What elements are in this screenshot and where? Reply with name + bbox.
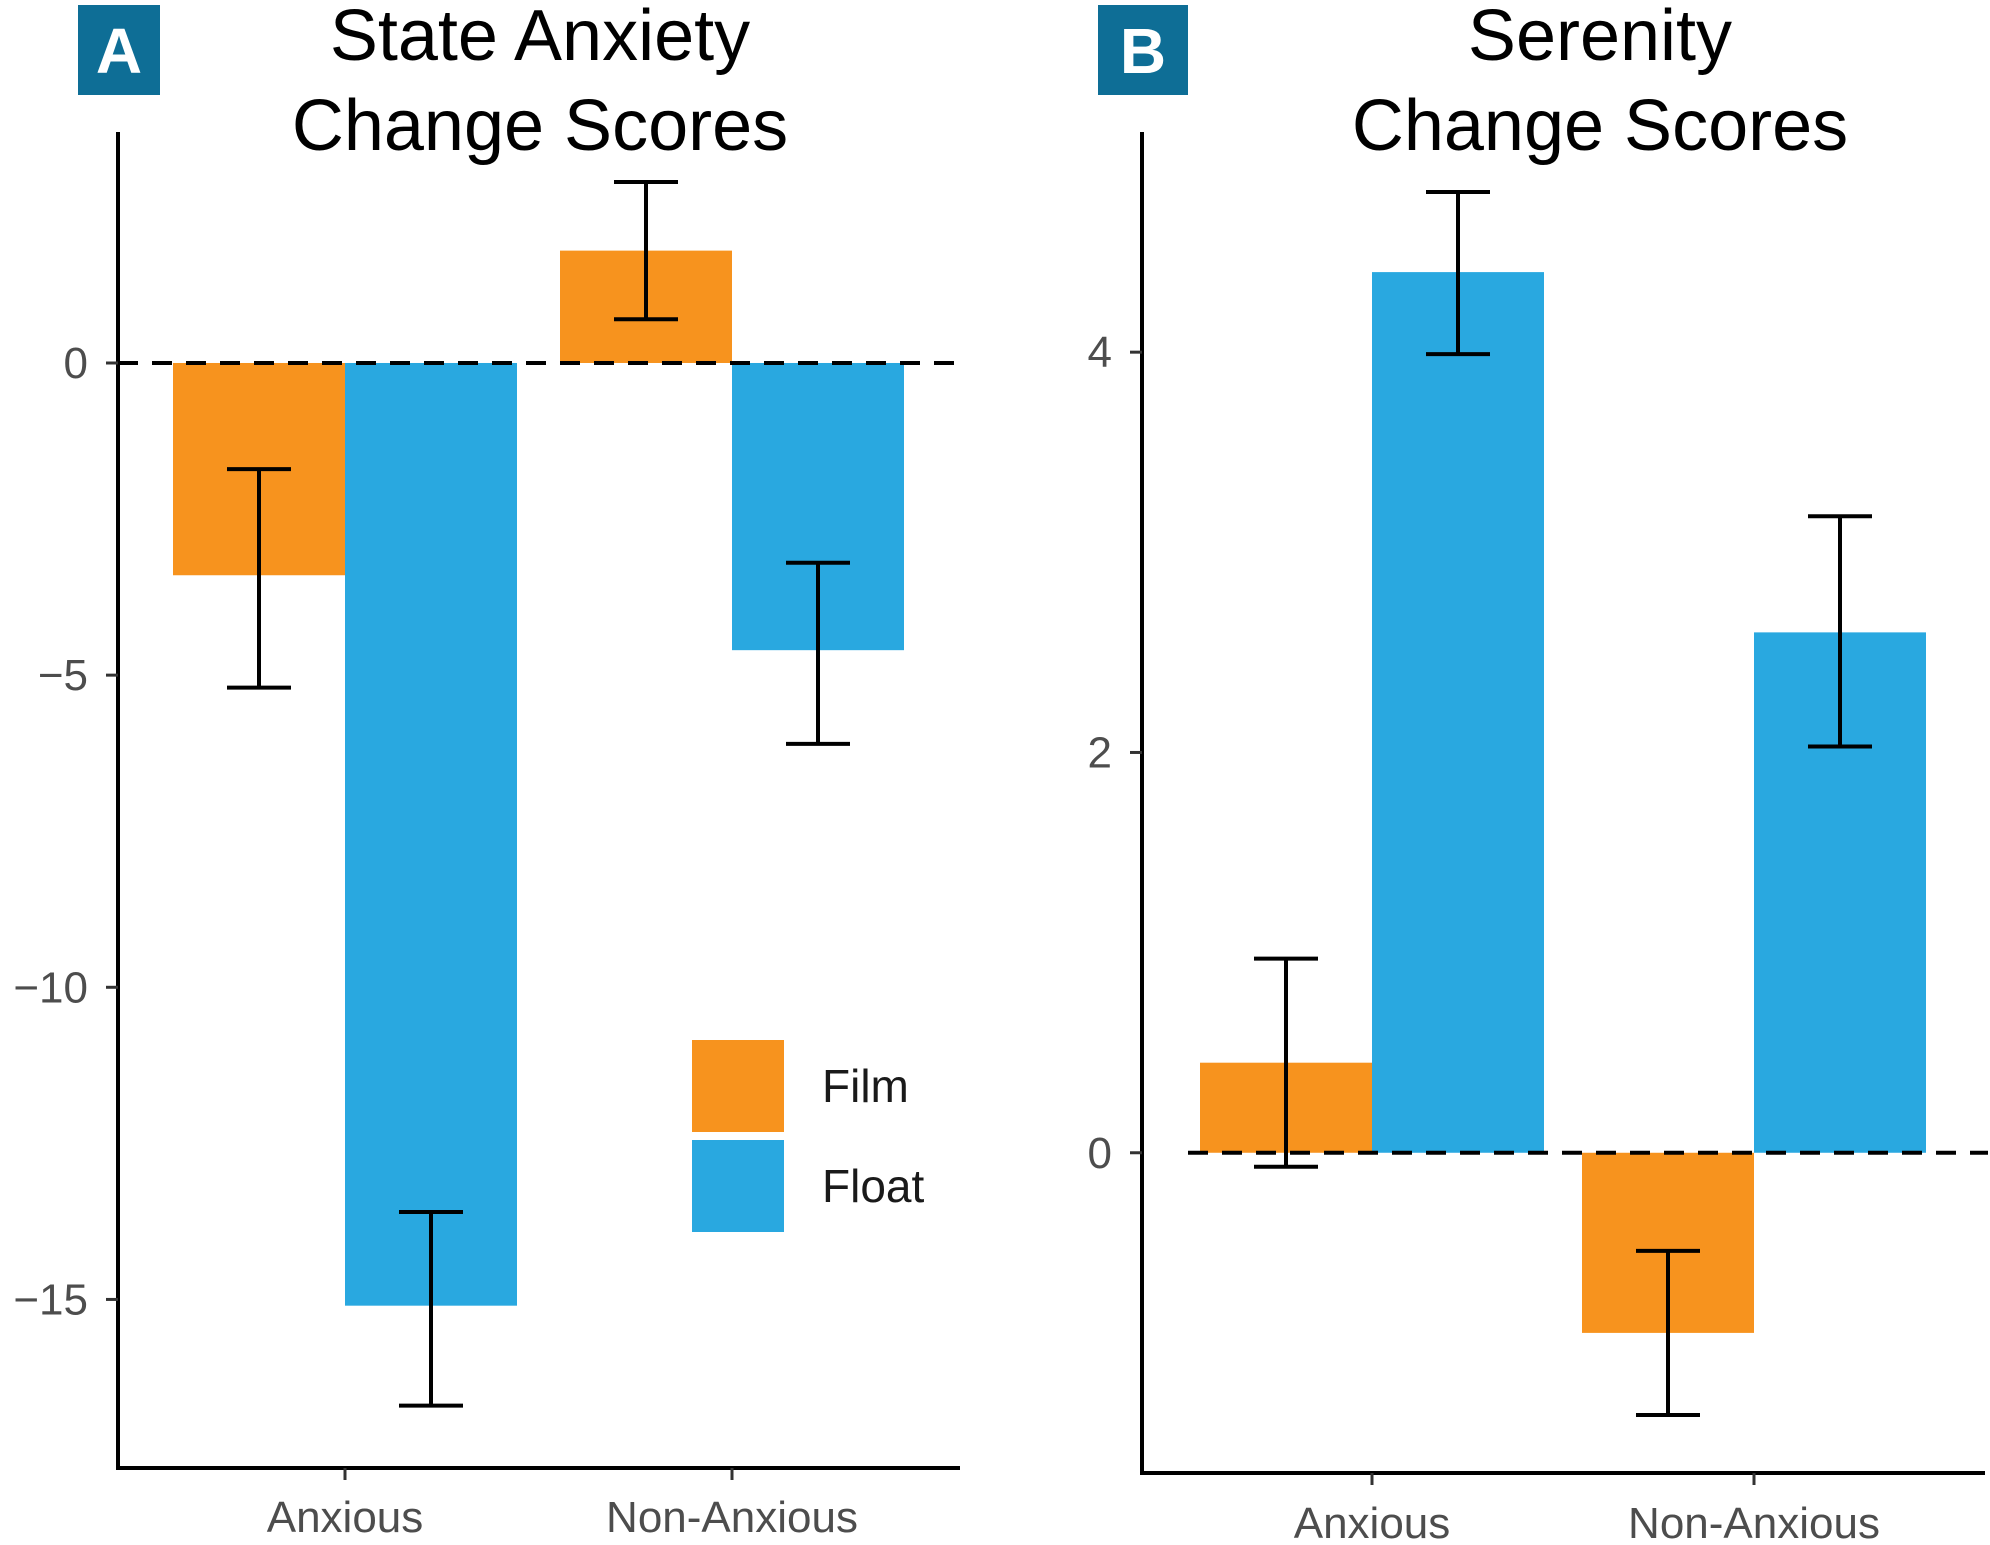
- error-bar-float-non-anxious: [786, 560, 850, 746]
- bar-float-anxious: [345, 362, 517, 1306]
- legend: Film Float: [692, 1040, 924, 1232]
- panel-a: 0 −5 −10 −15 Anxious Non-Anxious State Anxiety…: [13, 0, 960, 1542]
- legend-swatch-float: [692, 1140, 784, 1232]
- chart-title: Serenity: [1468, 0, 1732, 76]
- panel-badge: A: [78, 5, 160, 95]
- chart-title: State Anxiety: [330, 0, 750, 76]
- y-tick-label: −5: [38, 651, 88, 700]
- x-tick-label: Non-Anxious: [1628, 1499, 1880, 1545]
- y-tick-label: 0: [1088, 1129, 1112, 1178]
- legend-label-film: Film: [822, 1060, 909, 1112]
- y-tick-label: −15: [13, 1275, 88, 1324]
- legend-label-float: Float: [822, 1160, 924, 1212]
- error-bar-film-non-anxious: [1636, 1248, 1700, 1417]
- panel-badge-letter: B: [1120, 15, 1166, 87]
- x-tick-label: Anxious: [1294, 1499, 1451, 1545]
- y-tick-label: 2: [1088, 728, 1112, 777]
- chart-title: Change Scores: [1352, 86, 1848, 166]
- error-bar-film-anxious: [1254, 956, 1318, 1169]
- panel-b: 0 2 4 Anxious Non-Anxious Serenity Change Scor…: [1088, 0, 1988, 1545]
- panel-badge-background: [1098, 5, 1188, 95]
- error-bar-film-anxious: [227, 467, 291, 690]
- error-bar-float-anxious: [1426, 190, 1490, 357]
- chart-title: Change Scores: [292, 86, 788, 166]
- panel-badge-letter: A: [96, 15, 142, 87]
- error-bar-float-anxious: [399, 1210, 463, 1408]
- y-tick-label: −10: [13, 963, 88, 1012]
- bar-float-anxious: [1372, 272, 1544, 1153]
- x-tick-label: Non-Anxious: [606, 1493, 858, 1542]
- error-bar-film-non-anxious: [614, 179, 678, 322]
- x-tick-label: Anxious: [267, 1493, 424, 1542]
- panel-badge: B: [1098, 5, 1188, 95]
- panel-badge-background: [78, 5, 160, 95]
- error-bar-float-non-anxious: [1808, 514, 1872, 749]
- legend-swatch-film: [692, 1040, 784, 1132]
- y-tick-label: 0: [64, 339, 88, 388]
- y-tick-label: 4: [1088, 328, 1112, 377]
